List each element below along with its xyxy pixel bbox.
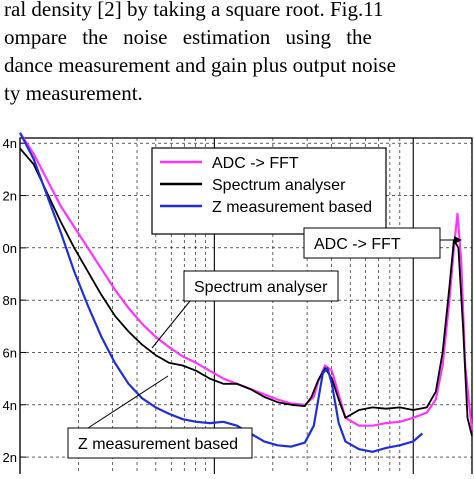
annotation-label: Spectrum analyser — [194, 279, 328, 296]
text-line: ty measurement. — [4, 81, 143, 105]
legend-label-z-measurement: Z measurement based — [212, 199, 372, 216]
arrow-head-icon — [454, 236, 462, 244]
y-tick-label: 8n — [3, 293, 17, 308]
annotation-adc-fft: ADC -> FFT — [303, 227, 462, 259]
y-tick-label: 0n — [3, 241, 17, 256]
legend: ADC -> FFT Spectrum analyser Z measureme… — [151, 147, 387, 235]
y-tick-label: 4n — [3, 398, 17, 413]
y-tick-label: 4n — [3, 136, 17, 151]
text-line: ompare the noise estimation using the — [4, 25, 372, 49]
annotation-spectrum-analyser: Spectrum analyser — [151, 270, 339, 349]
annotation-label: Z measurement based — [78, 436, 238, 453]
series-line-spectrum-analyser — [19, 147, 473, 437]
text-line: ral density [2] by taking a square root.… — [4, 0, 384, 21]
annotation-z-measurement: Z measurement based — [67, 375, 253, 459]
legend-label-spectrum-analyser: Spectrum analyser — [212, 177, 346, 194]
y-tick-label: 6n — [3, 345, 17, 360]
paper-text: ral density [2] by taking a square root.… — [0, 0, 474, 118]
legend-label-adc-fft: ADC -> FFT — [212, 155, 299, 172]
series-line-adc-fft — [19, 132, 474, 432]
annotation-label: ADC -> FFT — [314, 236, 401, 253]
annotation-box — [183, 270, 339, 302]
annotation-leader — [151, 300, 191, 349]
figure: 2n 4n 6n 8n 0n 2n 4n ADC -> FFT Spectrum analy… — [0, 118, 474, 479]
y-axis-ticks: 2n 4n 6n 8n 0n 2n 4n — [3, 136, 26, 465]
annotation-leader — [87, 375, 169, 429]
annotation-box — [67, 427, 253, 459]
y-tick-label: 2n — [3, 450, 17, 465]
y-tick-label: 2n — [3, 189, 17, 204]
annotation-box — [303, 227, 441, 259]
text-line: dance measurement and gain plus output n… — [4, 53, 396, 77]
noise-chart: 2n 4n 6n 8n 0n 2n 4n ADC -> FFT Spectrum analy… — [3, 132, 474, 479]
